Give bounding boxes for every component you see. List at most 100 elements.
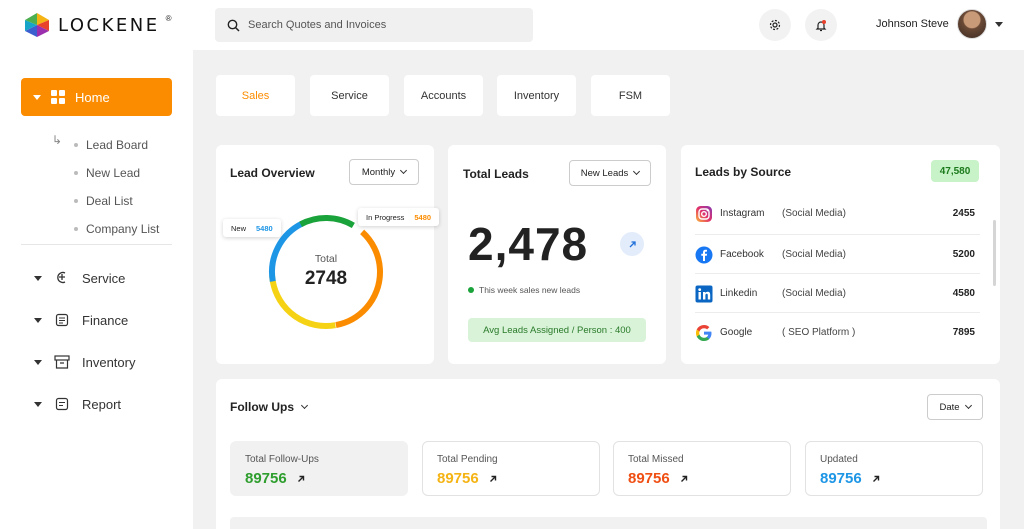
stat-label: Total Pending: [437, 454, 498, 465]
sidebar: LOCKENE ® Home ↳ Lead Board New Lead Dea…: [0, 0, 193, 529]
sidebar-item-report[interactable]: Report: [34, 396, 121, 412]
source-row-linkedin: Linkedin (Social Media) 4580: [695, 274, 975, 313]
sidebar-item-label: Inventory: [82, 354, 136, 370]
bullet-icon: [74, 227, 78, 231]
sidebar-item-home[interactable]: Home: [21, 78, 172, 116]
stat-label: Updated: [820, 454, 858, 465]
tooltip-new: New 5480: [223, 219, 281, 237]
row-divider: [695, 273, 980, 274]
top-bar: Johnson Steve: [193, 0, 1024, 50]
report-icon: [54, 396, 70, 412]
submenu-item-company-list[interactable]: Company List: [52, 215, 159, 243]
tooltip-new-value: 5480: [256, 223, 273, 233]
tab-accounts[interactable]: Accounts: [404, 75, 483, 116]
stat-total-missed[interactable]: Total Missed 89756: [613, 441, 791, 496]
tooltip-progress-label: In Progress: [366, 212, 405, 222]
tab-inventory[interactable]: Inventory: [497, 75, 576, 116]
search-icon: [227, 19, 240, 32]
inventory-icon: [54, 354, 70, 370]
row-divider: [695, 312, 980, 313]
status-dot: [468, 287, 474, 293]
notifications-button[interactable]: [805, 9, 837, 41]
source-total-badge: 47,580: [931, 160, 979, 182]
sidebar-item-service[interactable]: Service: [34, 270, 125, 286]
tab-fsm[interactable]: FSM: [591, 75, 670, 116]
sidebar-item-inventory[interactable]: Inventory: [34, 354, 135, 370]
source-list-scrollbar[interactable]: [993, 220, 996, 286]
leads-filter-dropdown[interactable]: New Leads: [569, 160, 651, 186]
dashboard-grid-icon: [51, 90, 65, 104]
trend-up-button[interactable]: [620, 232, 644, 256]
caret-down-icon: [34, 275, 42, 281]
leads-filter-value: New Leads: [580, 167, 629, 179]
source-value: 7895: [952, 327, 975, 338]
tooltip-in-progress: In Progress 5480: [358, 208, 440, 226]
chevron-down-icon: [300, 401, 309, 410]
caret-down-icon: [34, 317, 42, 323]
caret-down-icon: [34, 401, 42, 407]
stat-value-row: 89756: [628, 470, 688, 487]
source-value: 5200: [952, 249, 975, 260]
source-name: Google: [720, 327, 753, 338]
user-menu[interactable]: Johnson Steve: [876, 9, 1003, 39]
stat-updated[interactable]: Updated 89756: [805, 441, 983, 496]
submenu-item-deal-list[interactable]: Deal List: [52, 187, 159, 215]
stat-label: Total Follow-Ups: [245, 454, 319, 465]
source-name: Instagram: [720, 208, 765, 219]
sidebar-item-finance[interactable]: Finance: [34, 312, 128, 328]
row-divider: [695, 234, 980, 235]
stat-total-pending[interactable]: Total Pending 89756: [422, 441, 600, 496]
total-leads-value: 2,478: [468, 218, 589, 270]
instagram-icon: [695, 205, 713, 223]
source-type: (Social Media): [782, 288, 846, 299]
period-dropdown[interactable]: Monthly: [349, 159, 419, 185]
follow-ups-table-header: [230, 517, 987, 529]
sidebar-item-label: Report: [82, 396, 122, 412]
follow-ups-title: Follow Ups: [230, 400, 294, 414]
source-type: ( SEO Platform ): [782, 327, 856, 338]
date-filter-value: Date: [939, 401, 960, 413]
bullet-icon: [74, 171, 78, 175]
period-value: Monthly: [361, 166, 396, 178]
source-name: Linkedin: [720, 288, 758, 299]
stat-value: 89756: [628, 470, 670, 487]
total-leads-title: Total Leads: [463, 167, 529, 181]
stat-value-row: 89756: [820, 470, 880, 487]
follow-ups-toggle[interactable]: Follow Ups: [230, 400, 309, 414]
brand-reg: ®: [165, 13, 172, 23]
brand-name: LOCKENE: [58, 14, 160, 36]
arrow-up-right-icon: [680, 475, 687, 482]
submenu-item-new-lead[interactable]: New Lead: [52, 159, 159, 187]
source-type: (Social Media): [782, 208, 846, 219]
search-input[interactable]: [248, 19, 508, 31]
sidebar-item-label: Service: [82, 270, 126, 286]
stat-value-row: 89756: [245, 470, 305, 487]
source-value: 2455: [952, 208, 975, 219]
chevron-down-icon: [400, 166, 408, 175]
facebook-icon: [695, 246, 713, 264]
weekly-note-text: This week sales new leads: [479, 285, 581, 295]
lead-overview-title: Lead Overview: [230, 166, 315, 180]
tab-sales[interactable]: Sales: [216, 75, 295, 116]
chevron-down-icon: [633, 167, 641, 176]
tooltip-new-label: New: [231, 223, 247, 233]
submenu-item-lead-board[interactable]: Lead Board: [52, 131, 159, 159]
brand-logo[interactable]: LOCKENE ®: [24, 12, 172, 38]
tab-service[interactable]: Service: [310, 75, 389, 116]
date-filter-dropdown[interactable]: Date: [927, 394, 983, 420]
settings-button[interactable]: [759, 9, 791, 41]
sidebar-item-label: Finance: [82, 312, 129, 328]
sidebar-item-label: Home: [75, 89, 110, 105]
chevron-down-icon: [964, 401, 972, 410]
user-name: Johnson Steve: [876, 18, 949, 30]
submenu-item-label: New Lead: [86, 166, 141, 180]
source-row-facebook: Facebook (Social Media) 5200: [695, 235, 975, 274]
arrow-up-right-icon: [297, 475, 304, 482]
search-bar[interactable]: [215, 8, 533, 42]
service-icon: [54, 270, 70, 286]
sub-arrow-icon: ↳: [52, 133, 63, 147]
arrow-up-right-icon: [629, 240, 636, 247]
stat-total-follow-ups[interactable]: Total Follow-Ups 89756: [230, 441, 408, 496]
caret-down-icon: [34, 359, 42, 365]
stat-value: 89756: [245, 470, 287, 487]
